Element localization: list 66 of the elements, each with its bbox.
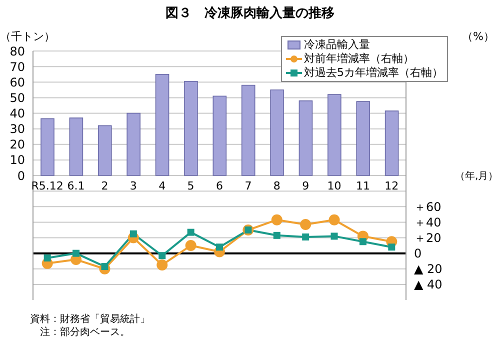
x-tick-label: 6: [216, 180, 223, 192]
legend-label: 対過去5カ年増減率（右軸）: [304, 66, 443, 80]
point: [216, 244, 223, 251]
y-tick-label: 0: [17, 168, 25, 183]
text: 資料：財務省「貿易統計」: [30, 312, 150, 326]
chart-title: 図３ 冷凍豚肉輸入量の推移: [164, 4, 336, 22]
y2-tick-label: ＋20: [414, 231, 442, 246]
legend-label: 対前年増減率（右軸）: [304, 52, 414, 66]
x-tick-label: 9: [302, 180, 310, 192]
x-tick-label: 8: [273, 180, 280, 192]
text: 注：部分肉ベース。: [39, 326, 130, 339]
y2-tick-label: ▲ 20: [414, 262, 442, 276]
point: [130, 230, 137, 238]
y-tick-label: 60: [10, 75, 25, 90]
point: [273, 232, 280, 239]
bar: [241, 84, 256, 176]
y-tick-label: 80: [10, 44, 25, 58]
y2-tick-label: ▲ 40: [414, 278, 442, 292]
bar: [356, 101, 370, 176]
x-tick-label: 12: [384, 180, 399, 192]
point: [156, 259, 168, 270]
point: [302, 233, 310, 240]
bar: [184, 80, 198, 176]
x-tick-label: 7: [244, 180, 252, 192]
y-tick-label: 20: [10, 138, 25, 152]
x-axis-title: （年,月）: [455, 170, 498, 182]
point: [300, 219, 312, 230]
bar: [155, 74, 170, 176]
x-tick-label: 3: [130, 180, 137, 192]
y2-tick-label: 0: [414, 246, 422, 261]
y2-tick-label: ＋60: [414, 200, 442, 214]
point: [72, 250, 80, 257]
y-tick-label: 70: [10, 60, 25, 74]
y2-tick-label: ＋40: [414, 215, 442, 230]
point: [271, 214, 282, 226]
y-tick-label: 40: [10, 106, 25, 121]
bar: [212, 96, 227, 176]
y-axis-title: （千トン）: [0, 29, 55, 44]
y-tick-label: 10: [10, 153, 25, 168]
point: [185, 240, 196, 252]
x-tick-label: 2: [101, 180, 108, 192]
point: [158, 252, 166, 260]
point: [44, 254, 51, 262]
bar: [384, 110, 399, 176]
x-tick-label: 6.1: [67, 180, 85, 192]
y2-axis-title: （%）: [462, 29, 494, 44]
bar: [328, 94, 342, 176]
x-tick-label: 10: [327, 180, 342, 192]
point: [187, 228, 194, 236]
point: [328, 214, 340, 226]
bar: [126, 112, 140, 176]
point: [388, 244, 396, 251]
y-tick-label: 50: [10, 90, 25, 105]
legend-label: 冷凍品輸入量: [304, 38, 370, 52]
bar: [270, 90, 284, 176]
point: [359, 238, 366, 246]
bar: [40, 118, 54, 176]
y-tick-label: 30: [10, 122, 25, 136]
point: [330, 232, 338, 240]
x-tick-label: 11: [356, 180, 370, 192]
x-tick-label: 4: [158, 180, 166, 192]
x-tick-label: R5.12: [31, 180, 64, 192]
bar: [69, 118, 84, 176]
x-tick-label: 5: [187, 180, 194, 192]
bar: [98, 125, 112, 176]
bar: [298, 100, 313, 176]
